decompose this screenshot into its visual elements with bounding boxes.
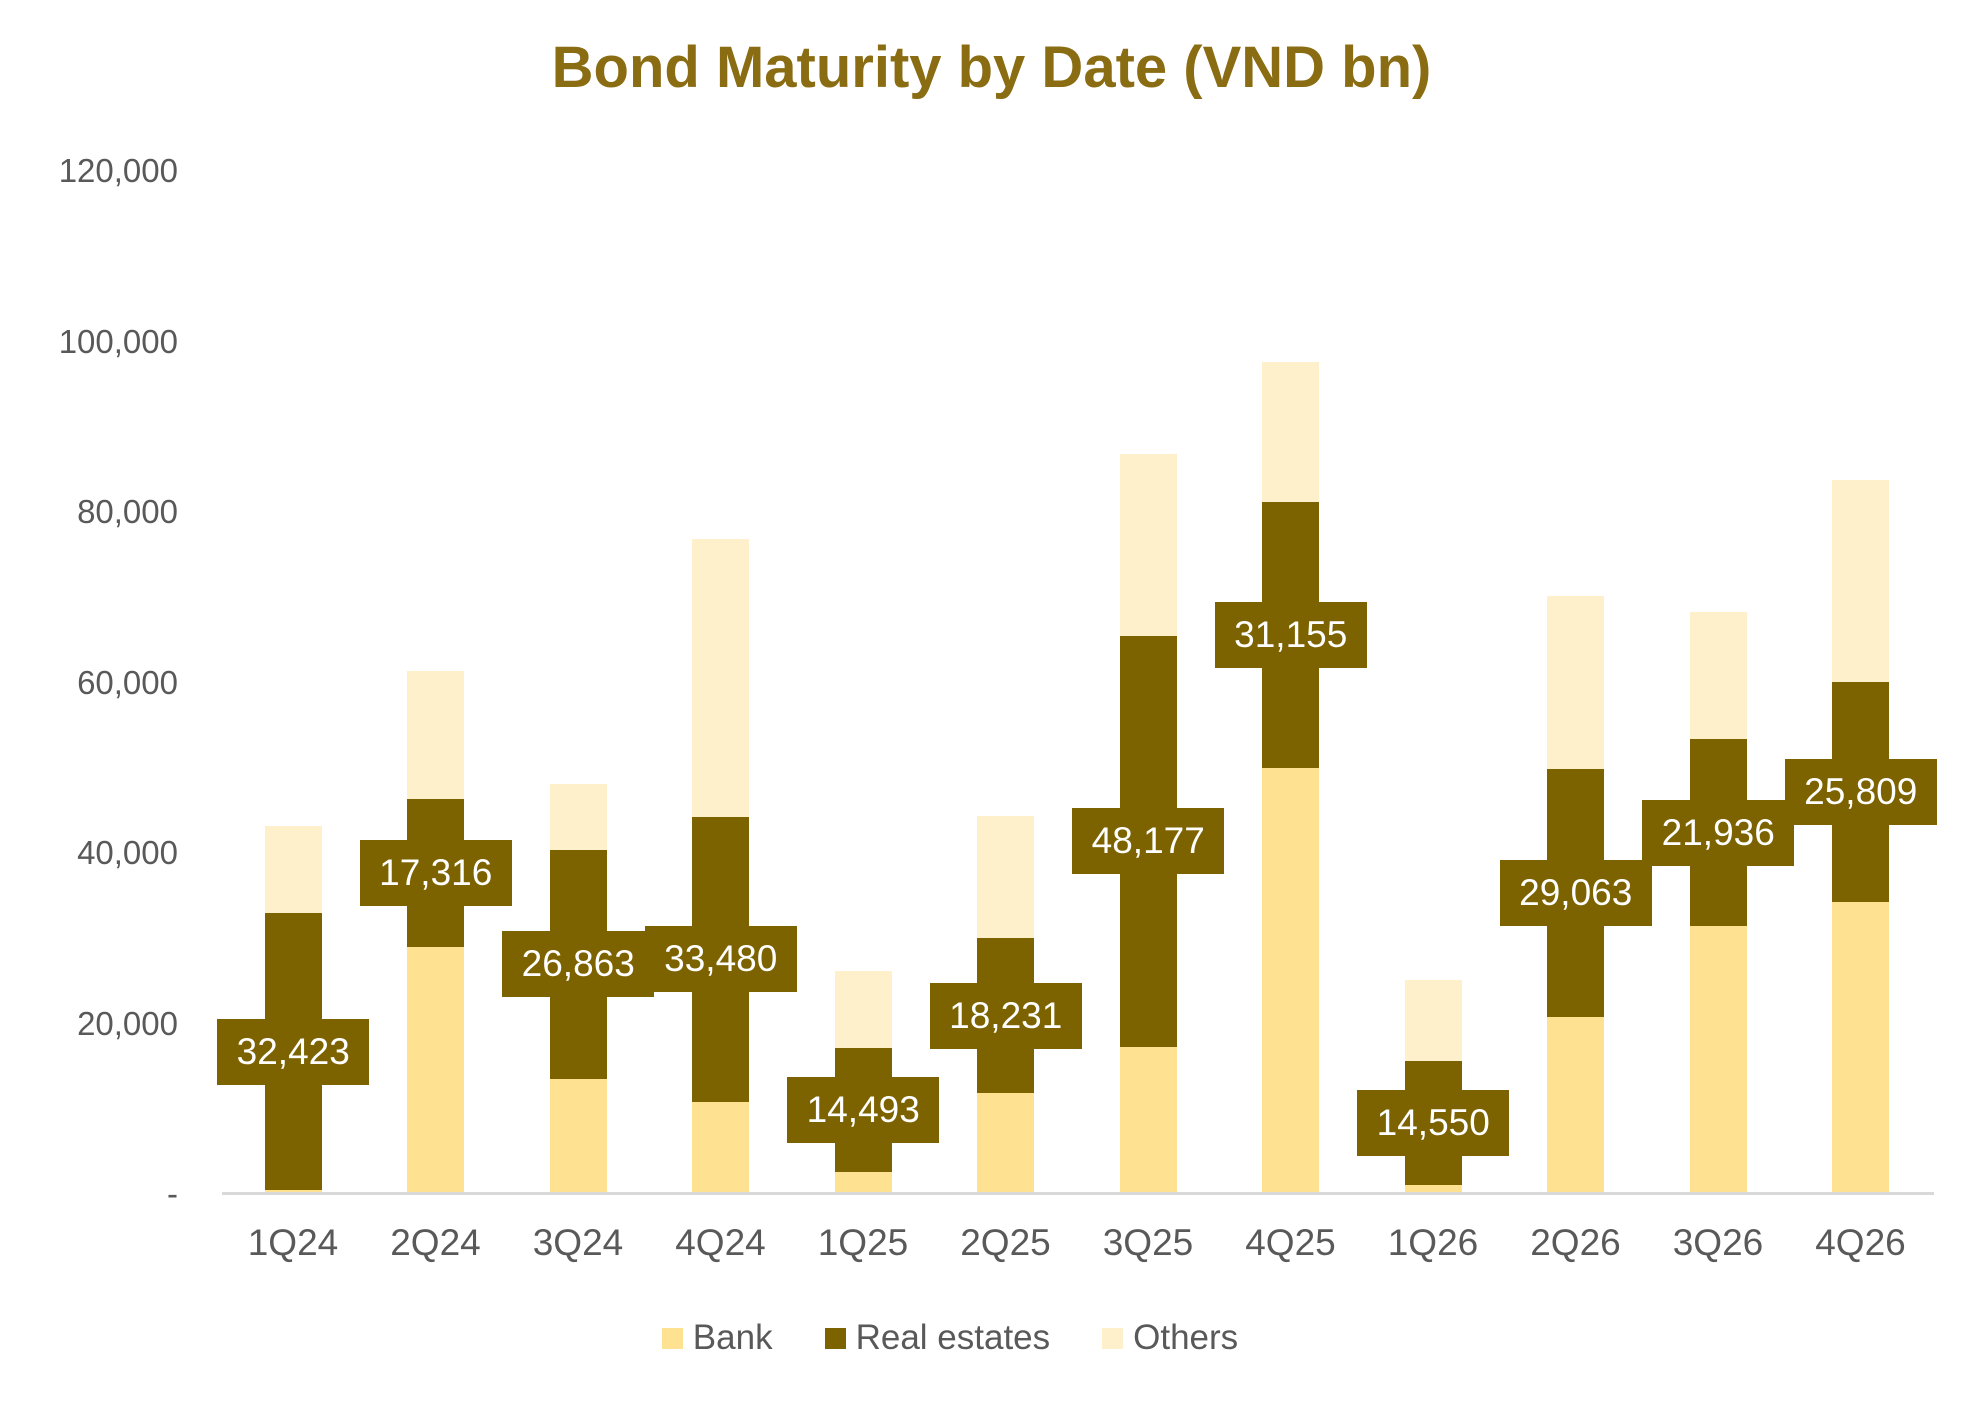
data-label-1q26: 14,550: [1357, 1090, 1510, 1157]
legend-item-real-estates: Real estates: [824, 1318, 1051, 1358]
data-label-3q25: 48,177: [1072, 808, 1225, 875]
bar-segment-others-1q26: [1404, 980, 1462, 1062]
bar-segment-others-2q26: [1547, 595, 1605, 769]
bar-segment-others-4q24: [692, 539, 750, 817]
x-tick-label-2q25: 2Q25: [960, 1222, 1051, 1263]
legend-item-bank: Bank: [661, 1318, 773, 1358]
bar-segment-others-4q26: [1832, 479, 1890, 682]
x-tick-label-3q26: 3Q26: [1672, 1222, 1764, 1263]
data-label-4q25: 31,155: [1214, 601, 1367, 668]
x-tick-label-4q26: 4Q26: [1815, 1222, 1906, 1263]
y-tick-label-40000: 40,000: [77, 834, 178, 871]
data-label-4q26: 25,809: [1784, 758, 1937, 825]
data-label-1q25: 14,493: [787, 1077, 940, 1144]
x-tick-label-1q25: 1Q25: [817, 1222, 909, 1263]
y-tick-label-20000: 20,000: [77, 1004, 178, 1042]
bar-segment-bank-4q24: [692, 1101, 750, 1194]
bar-segment-others-1q24: [264, 825, 322, 914]
bar-segment-others-1q25: [834, 970, 892, 1049]
x-tick-label-4q24: 4Q24: [675, 1222, 766, 1263]
bar-segment-bank-1q24: [264, 1189, 322, 1194]
data-label-4q24: 33,480: [644, 926, 797, 993]
x-tick-label-4q25: 4Q25: [1245, 1222, 1336, 1263]
bar-segment-bank-3q25: [1119, 1046, 1177, 1194]
data-label-3q24: 26,863: [502, 931, 655, 998]
legend-swatch-others: [1102, 1327, 1124, 1349]
y-tick-label-80000: 80,000: [77, 493, 178, 530]
bar-segment-bank-1q25: [834, 1171, 892, 1194]
bar-segment-bank-2q26: [1547, 1016, 1605, 1194]
bar-segment-others-3q24: [549, 784, 607, 850]
x-tick-label-2q26: 2Q26: [1530, 1222, 1621, 1263]
x-tick-label-1q26: 1Q26: [1387, 1222, 1479, 1263]
bar-segment-others-4q25: [1262, 361, 1320, 503]
bar-segment-bank-3q24: [549, 1078, 607, 1194]
legend-label: Bank: [692, 1318, 773, 1357]
legend-swatch-bank: [661, 1327, 683, 1349]
bar-segment-others-3q26: [1689, 612, 1747, 740]
data-label-2q26: 29,063: [1499, 859, 1652, 926]
x-axis-line: [222, 1192, 1934, 1195]
data-label-3q26: 21,936: [1642, 799, 1795, 866]
bar-segment-bank-4q25: [1262, 767, 1320, 1194]
legend-swatch-real-estates: [824, 1327, 846, 1349]
x-tick-label-2q24: 2Q24: [390, 1222, 481, 1263]
bar-segment-bank-3q26: [1689, 926, 1747, 1194]
bar-segment-bank-2q24: [407, 946, 465, 1194]
legend-label: Real estates: [855, 1318, 1051, 1357]
x-tick-label-3q25: 3Q25: [1102, 1222, 1194, 1263]
y-tick-label-60000: 60,000: [77, 663, 178, 701]
data-label-2q24: 17,316: [359, 839, 512, 906]
legend: Bank Real estates Others: [0, 1318, 1900, 1358]
y-tick-label-100000: 100,000: [58, 322, 178, 360]
plot-area: 32,423 17,316 26,863 33,480 14,493 18,231 48,1…: [217, 171, 1937, 1194]
bar-segment-others-2q25: [977, 816, 1035, 938]
y-tick-label-120000: 120,000: [58, 152, 178, 189]
legend-item-others: Others: [1102, 1318, 1238, 1358]
x-tick-label-1q24: 1Q24: [247, 1222, 339, 1263]
legend-label: Others: [1133, 1318, 1239, 1357]
bar-segment-bank-1q26: [1404, 1185, 1462, 1194]
data-label-2q25: 18,231: [929, 982, 1082, 1049]
bar-segment-others-2q24: [407, 671, 465, 800]
data-label-1q24: 32,423: [217, 1018, 370, 1085]
bar-segment-bank-2q25: [977, 1093, 1035, 1194]
bar-segment-bank-4q26: [1832, 901, 1890, 1194]
y-tick-label-0: -: [167, 1175, 178, 1212]
chart-title: Bond Maturity by Date (VND bn): [551, 35, 1432, 100]
bar-segment-others-3q25: [1119, 454, 1177, 636]
x-tick-label-3q24: 3Q24: [532, 1222, 624, 1263]
